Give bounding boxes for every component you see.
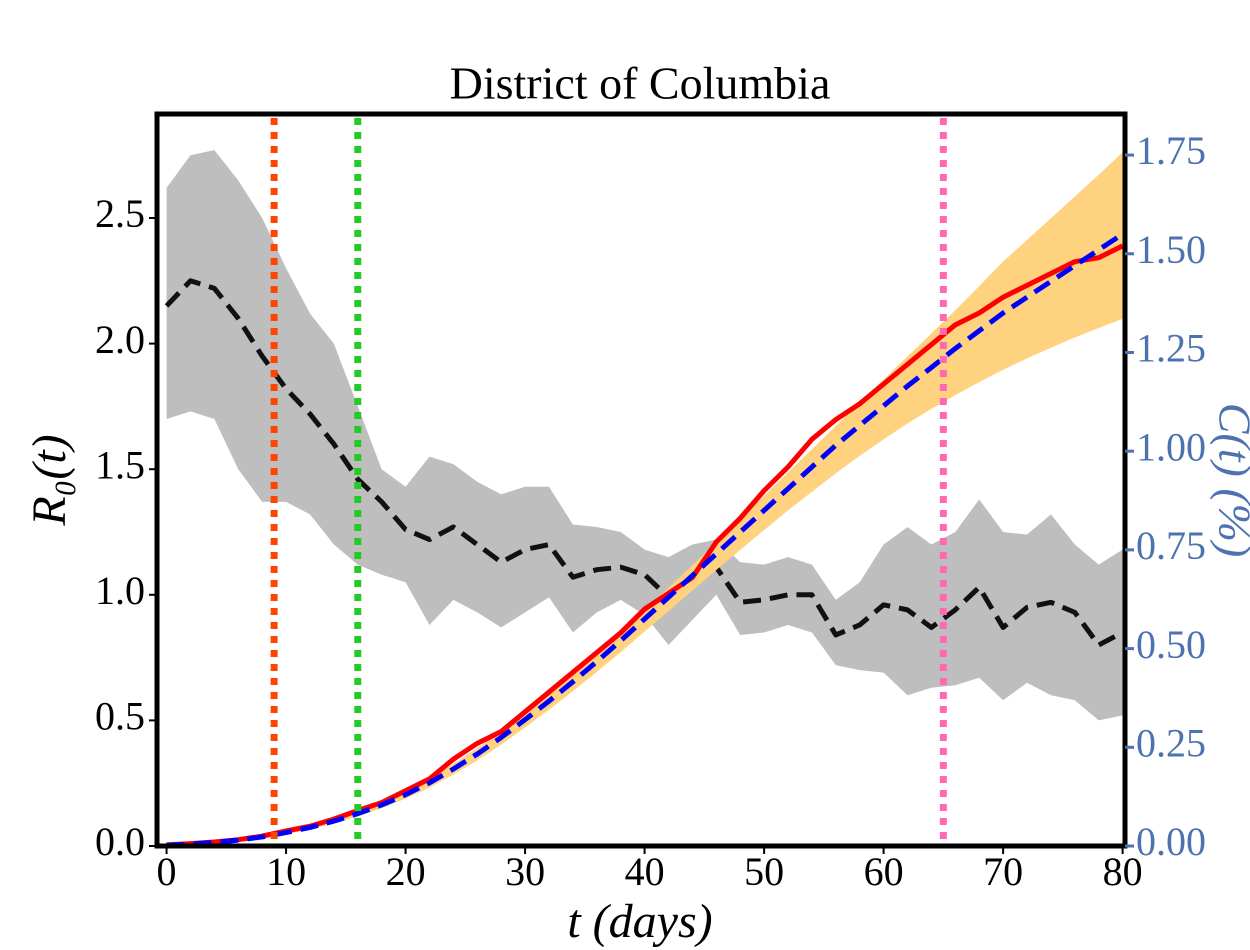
y-tick-label: 2.0 (95, 317, 145, 362)
y2-tick-label: 0.50 (1136, 622, 1206, 667)
x-tick-label: 50 (744, 849, 784, 894)
data-line (166, 243, 1124, 846)
y-tick-label: 0.5 (95, 694, 145, 739)
x-tick-label: 0 (157, 849, 177, 894)
y2-tick-label: 1.00 (1136, 424, 1206, 469)
plot-frame (154, 111, 1128, 849)
x-tick-label: 70 (983, 849, 1023, 894)
chart-title: District of Columbia (450, 58, 831, 109)
y2-tick-label: 1.25 (1136, 326, 1206, 371)
y2-tick-label: 1.75 (1136, 128, 1206, 173)
y2-tick-label: 0.25 (1136, 720, 1206, 765)
x-tick-label: 40 (625, 849, 665, 894)
y2-tick-label: 0.75 (1136, 523, 1206, 568)
x-tick-label: 10 (266, 849, 306, 894)
y-tick-label: 2.5 (95, 191, 145, 236)
y2-axis-label: C(t) (%) (1209, 403, 1250, 558)
x-axis-label: t (days) (567, 895, 712, 948)
confidence-band (166, 150, 1123, 721)
x-tick-label: 80 (1103, 849, 1143, 894)
y-tick-label: 1.5 (95, 442, 145, 487)
y-axis-label: R₀(t) (23, 434, 76, 526)
x-tick-label: 60 (864, 849, 904, 894)
y-tick-label: 1.0 (95, 568, 145, 613)
y2-tick-label: 0.00 (1136, 819, 1206, 864)
data-line (164, 278, 1124, 648)
x-tick-label: 20 (386, 849, 426, 894)
y-tick-label: 0.0 (95, 819, 145, 864)
data-line (166, 231, 1124, 846)
y2-tick-label: 1.50 (1136, 227, 1206, 272)
x-tick-label: 30 (505, 849, 545, 894)
